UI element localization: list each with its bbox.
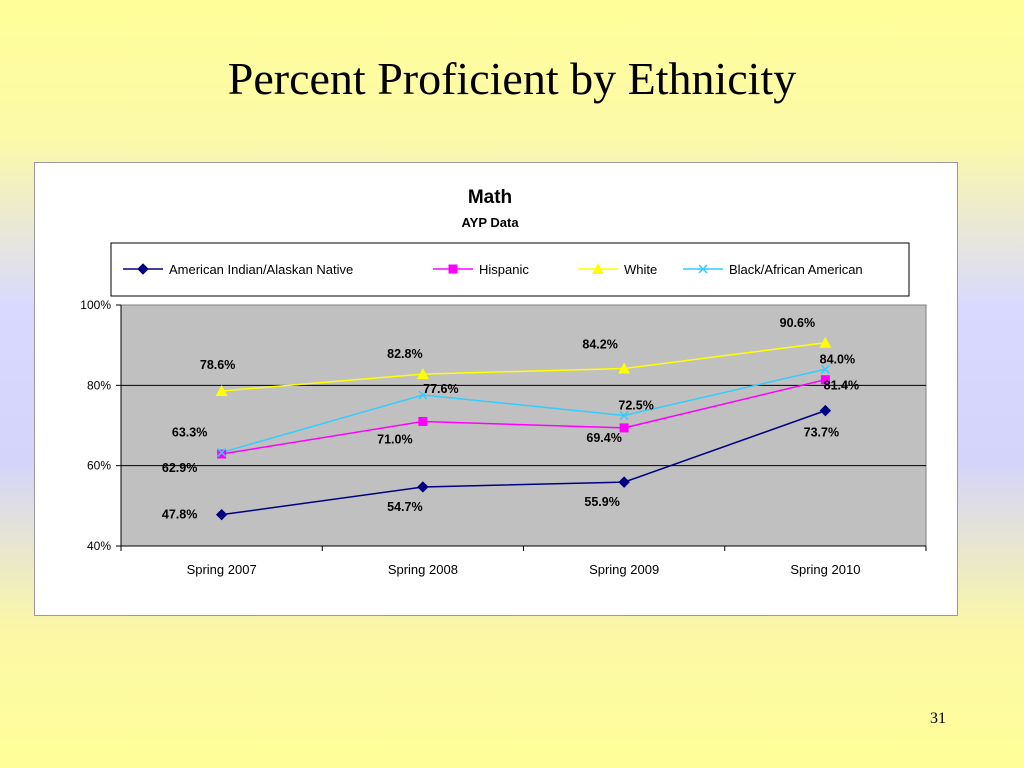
legend-box (110, 242, 910, 297)
x-marker-stroke (698, 264, 708, 274)
x-tick-label: Spring 2009 (589, 562, 659, 577)
x-marker-stroke (418, 390, 428, 400)
chart-title: Math (468, 187, 512, 208)
x-marker (820, 364, 830, 374)
diamond-marker (417, 481, 429, 493)
square-marker (619, 423, 629, 433)
diamond-marker (819, 404, 832, 417)
data-label: 54.7% (387, 500, 422, 514)
series-markers (215, 336, 832, 521)
series-line (221, 378, 826, 455)
data-label: 84.2% (582, 337, 617, 351)
x-marker (619, 410, 629, 420)
data-label: 62.9% (162, 461, 197, 475)
legend-label: Hispanic (479, 262, 529, 277)
math-line-chart: Math AYP Data American Indian/Alaskan Na… (80, 187, 927, 577)
plot-area (120, 304, 927, 547)
square-marker (820, 375, 830, 385)
data-label: 69.4% (586, 431, 621, 445)
x-marker (698, 264, 708, 274)
triangle-marker (215, 384, 228, 396)
x-tick-label: Spring 2010 (790, 562, 860, 577)
y-tick-label: 100% (80, 298, 111, 312)
triangle-marker (618, 362, 631, 374)
square-marker (448, 264, 458, 274)
square-marker (418, 416, 428, 426)
data-label: 78.6% (200, 358, 235, 372)
x-marker (217, 447, 227, 457)
series-lines (221, 342, 826, 516)
x-marker-stroke (619, 410, 629, 420)
data-label: 63.3% (172, 425, 207, 439)
data-label: 55.9% (584, 495, 619, 509)
y-tick-label: 80% (87, 378, 111, 392)
data-label: 81.4% (824, 379, 859, 393)
series-line (221, 342, 826, 392)
chart-subtitle: AYP Data (461, 215, 519, 230)
x-tick-label: Spring 2007 (187, 562, 257, 577)
x-tick-label: Spring 2008 (388, 562, 458, 577)
data-label: 90.6% (780, 316, 815, 330)
data-label: 47.8% (162, 508, 197, 522)
x-marker-stroke (217, 447, 227, 457)
y-tick-label: 40% (87, 539, 111, 553)
triangle-marker (819, 336, 832, 348)
data-label: 73.7% (804, 426, 839, 440)
data-label: 77.6% (423, 382, 458, 396)
diamond-marker (215, 508, 228, 521)
x-marker (418, 390, 428, 400)
diamond-marker (137, 263, 149, 275)
gridlines (121, 384, 926, 467)
triangle-marker (416, 368, 429, 380)
triangle-marker (592, 263, 604, 274)
diamond-marker (618, 476, 630, 488)
data-label: 72.5% (618, 398, 653, 412)
series-line (221, 368, 826, 454)
data-label: 82.8% (387, 347, 422, 361)
slide-title: Percent Proficient by Ethnicity (227, 53, 797, 104)
legend: American Indian/Alaskan Native Hispanic Wh… (123, 262, 863, 277)
y-tick-label: 60% (87, 459, 111, 473)
page-number: 31 (930, 710, 946, 727)
legend-label: White (624, 262, 657, 277)
chart-frame: Math AYP Data American Indian/Alaskan Na… (34, 162, 958, 616)
square-marker (217, 449, 227, 459)
data-label: 71.0% (377, 432, 412, 446)
x-marker-stroke (820, 364, 830, 374)
data-labels: 47.8% 54.7% 55.9% 73.7% 62.9% 71.0% 69.4% 81.4%… (162, 316, 859, 522)
data-label: 84.0% (820, 352, 855, 366)
axes: 40% 60% 80% 100% Spring 2007 Spring 2008 Sprin… (80, 298, 927, 577)
series-line (221, 409, 826, 516)
legend-label: American Indian/Alaskan Native (169, 262, 353, 277)
legend-label: Black/African American (729, 262, 863, 277)
